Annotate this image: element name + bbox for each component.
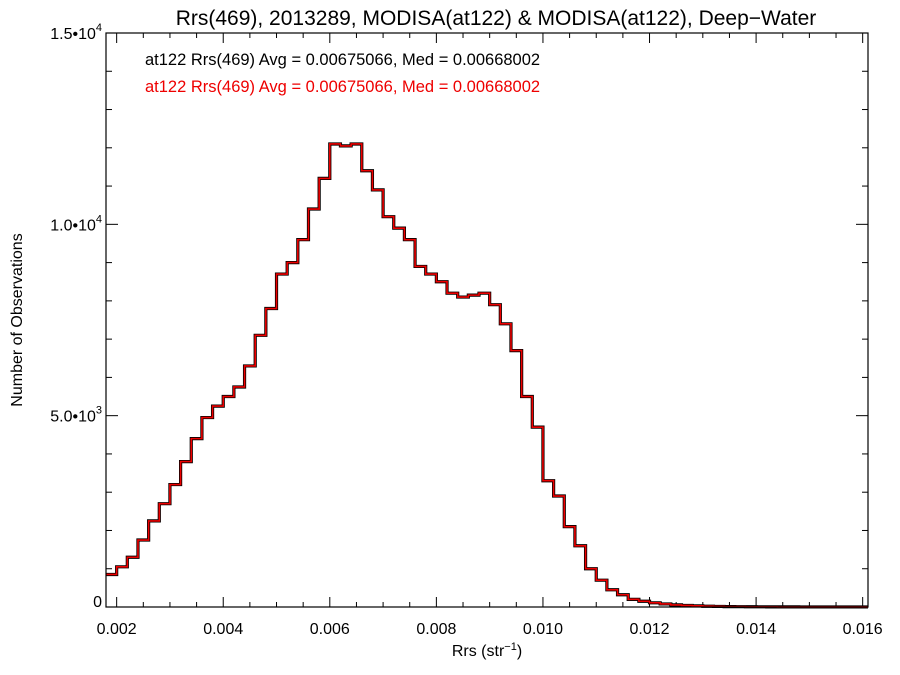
x-tick-label: 0.012 [630,621,670,638]
y-tick-label: 5.0•103 [50,405,102,426]
y-axis-label: Number of Observations [9,233,26,406]
series-group [106,142,868,609]
y-tick-label: 0 [93,594,102,611]
y-tick-label: 1.5•104 [50,22,102,43]
x-tick-label: 0.008 [416,621,456,638]
x-tick-label: 0.002 [97,621,137,638]
axis-ticks: 0.002 0.004 0.006 0.008 0.010 0.012 0.014 0.016… [50,22,883,638]
plot-frame [105,32,869,608]
x-tick-label: 0.006 [310,621,350,638]
x-axis-label-end: ) [517,643,522,660]
annotation-black: at122 Rrs(469) Avg = 0.00675066, Med = 0… [145,51,540,69]
x-axis-label-base: Rrs (str [452,643,505,660]
x-tick-label: 0.004 [203,621,243,638]
x-tick-label: 0.016 [843,621,883,638]
chart-title: Rrs(469), 2013289, MODISA(at122) & MODIS… [176,7,817,30]
x-axis-label-sup: −1 [504,641,517,653]
y-tick-label: 1.0•104 [50,213,102,234]
series-line-red [106,143,868,608]
x-tick-label: 0.014 [736,621,776,638]
x-tick-label: 0.010 [523,621,563,638]
series-line-black [106,142,868,609]
x-axis-label: Rrs (str−1) [452,641,522,660]
annotation-red: at122 Rrs(469) Avg = 0.00675066, Med = 0… [145,78,540,96]
